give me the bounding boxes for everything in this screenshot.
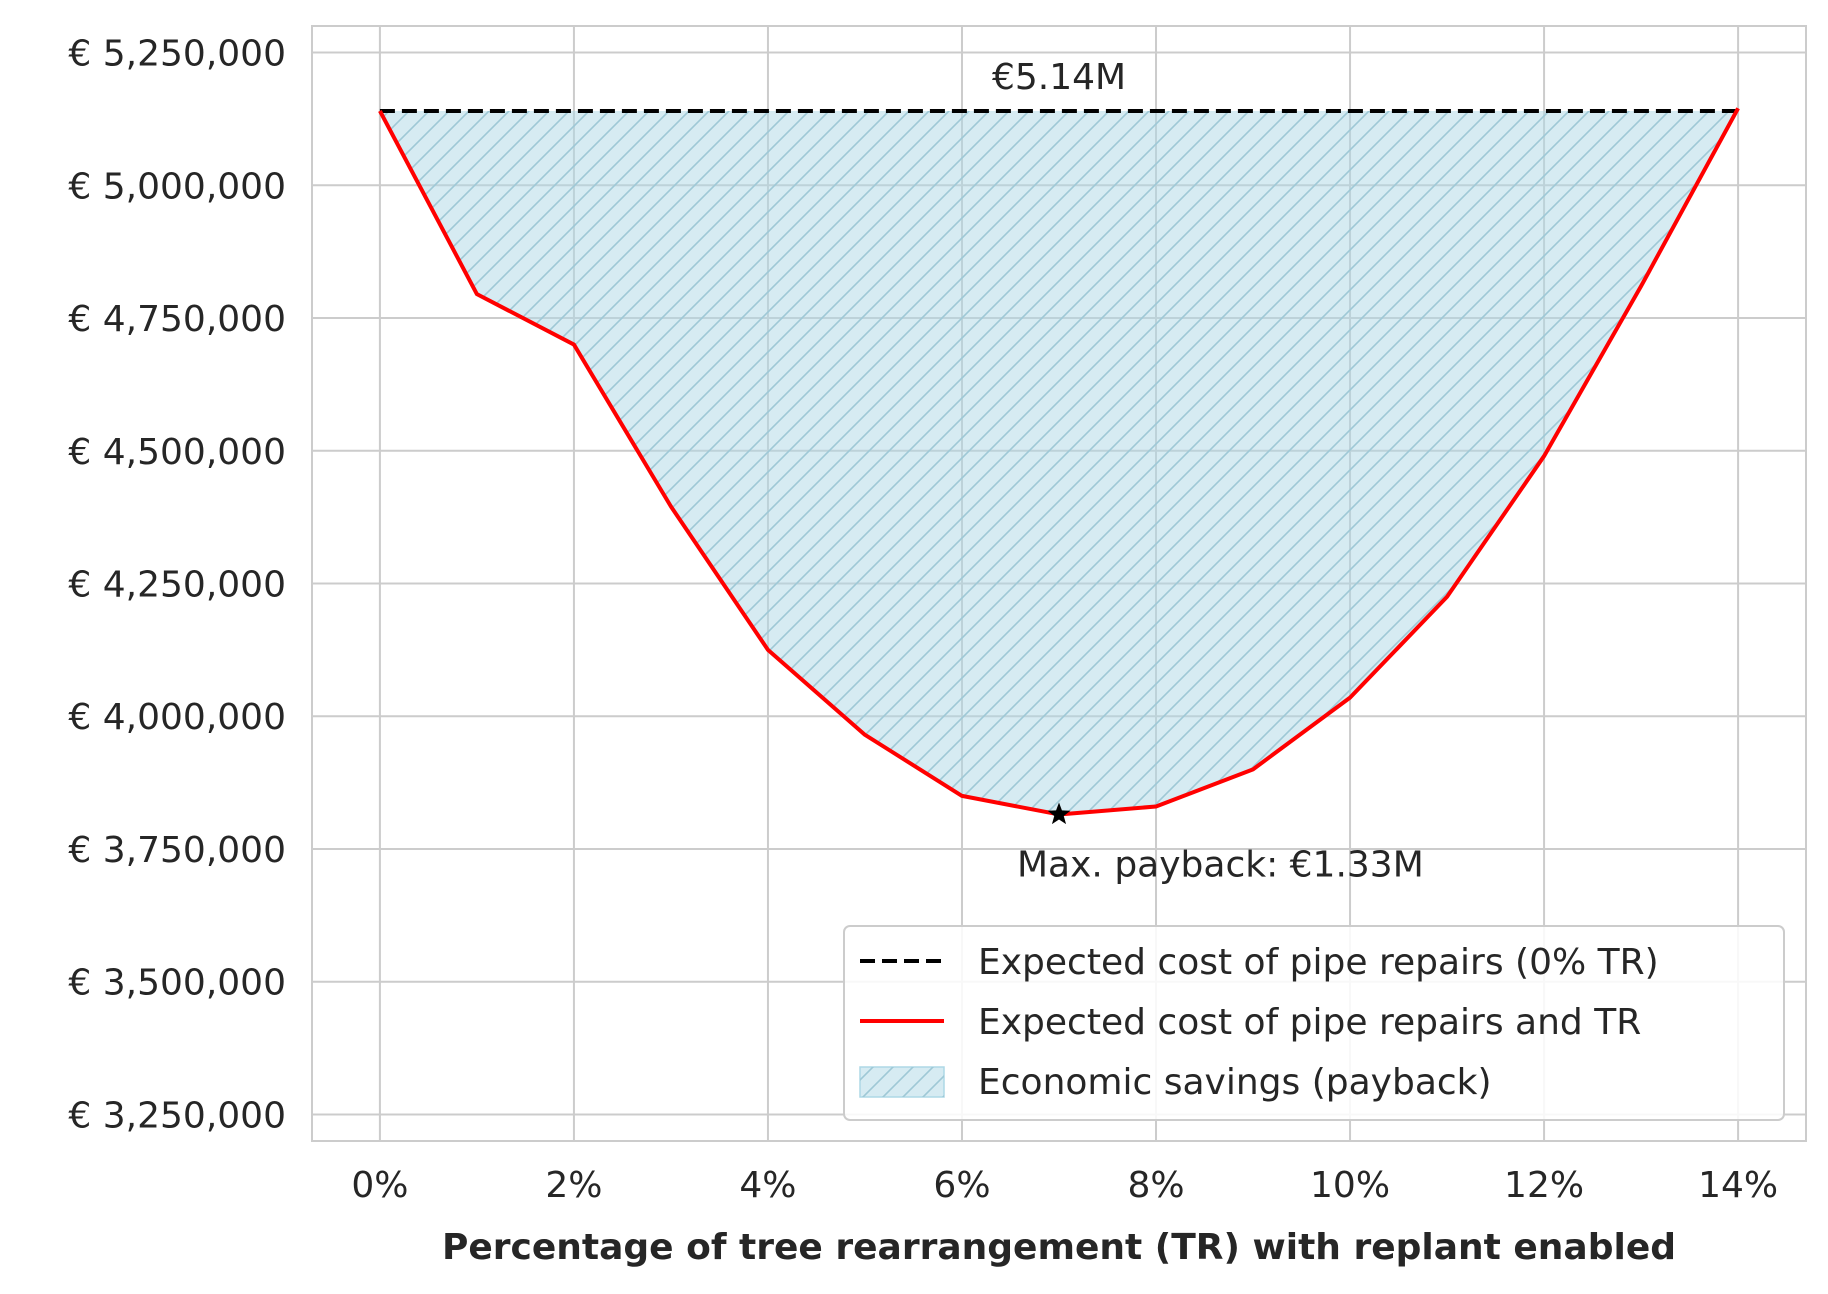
y-tick-label: € 3,750,000 bbox=[68, 830, 286, 871]
y-tick-label: € 4,000,000 bbox=[68, 697, 286, 738]
legend-label-baseline: Expected cost of pipe repairs (0% TR) bbox=[978, 942, 1659, 983]
x-tick-label: 4% bbox=[739, 1165, 796, 1206]
legend-label-cost: Expected cost of pipe repairs and TR bbox=[978, 1002, 1641, 1043]
y-tick-label: € 3,500,000 bbox=[68, 963, 286, 1004]
baseline-value-annotation: €5.14M bbox=[992, 57, 1126, 98]
plot-frame bbox=[311, 25, 1807, 1142]
minimum-star-marker bbox=[1047, 802, 1071, 825]
tick-labels: 0% 2% 4% 6% 8% 10% 12% 14% € 3,250,000 € 3,500,00… bbox=[68, 34, 1778, 1206]
x-tick-label: 14% bbox=[1698, 1165, 1778, 1206]
y-tick-label: € 5,000,000 bbox=[68, 166, 286, 207]
x-tick-label: 10% bbox=[1310, 1165, 1390, 1206]
y-tick-label: € 5,250,000 bbox=[68, 34, 286, 75]
y-tick-label: € 3,250,000 bbox=[68, 1095, 286, 1136]
x-tick-label: 8% bbox=[1127, 1165, 1184, 1206]
x-tick-label: 2% bbox=[545, 1165, 602, 1206]
legend-swatch-hatch bbox=[860, 1067, 944, 1097]
series-lines bbox=[378, 107, 1740, 825]
legend-box bbox=[843, 925, 1785, 1121]
legend: Expected cost of pipe repairs (0% TR) Ex… bbox=[843, 925, 1785, 1121]
x-tick-label: 12% bbox=[1504, 1165, 1584, 1206]
y-tick-label: € 4,250,000 bbox=[68, 565, 286, 606]
x-axis-title: Percentage of tree rearrangement (TR) wi… bbox=[442, 1227, 1676, 1268]
legend-label-savings: Economic savings (payback) bbox=[978, 1062, 1492, 1103]
x-tick-label: 6% bbox=[933, 1165, 990, 1206]
y-tick-label: € 4,750,000 bbox=[68, 299, 286, 340]
x-tick-label: 0% bbox=[351, 1165, 408, 1206]
max-payback-annotation: Max. payback: €1.33M bbox=[1017, 844, 1424, 885]
savings-area bbox=[379, 108, 1739, 815]
y-tick-label: € 4,500,000 bbox=[68, 432, 286, 473]
savings-hatch bbox=[379, 108, 1739, 815]
annotations: €5.14M Max. payback: €1.33M bbox=[992, 57, 1424, 886]
